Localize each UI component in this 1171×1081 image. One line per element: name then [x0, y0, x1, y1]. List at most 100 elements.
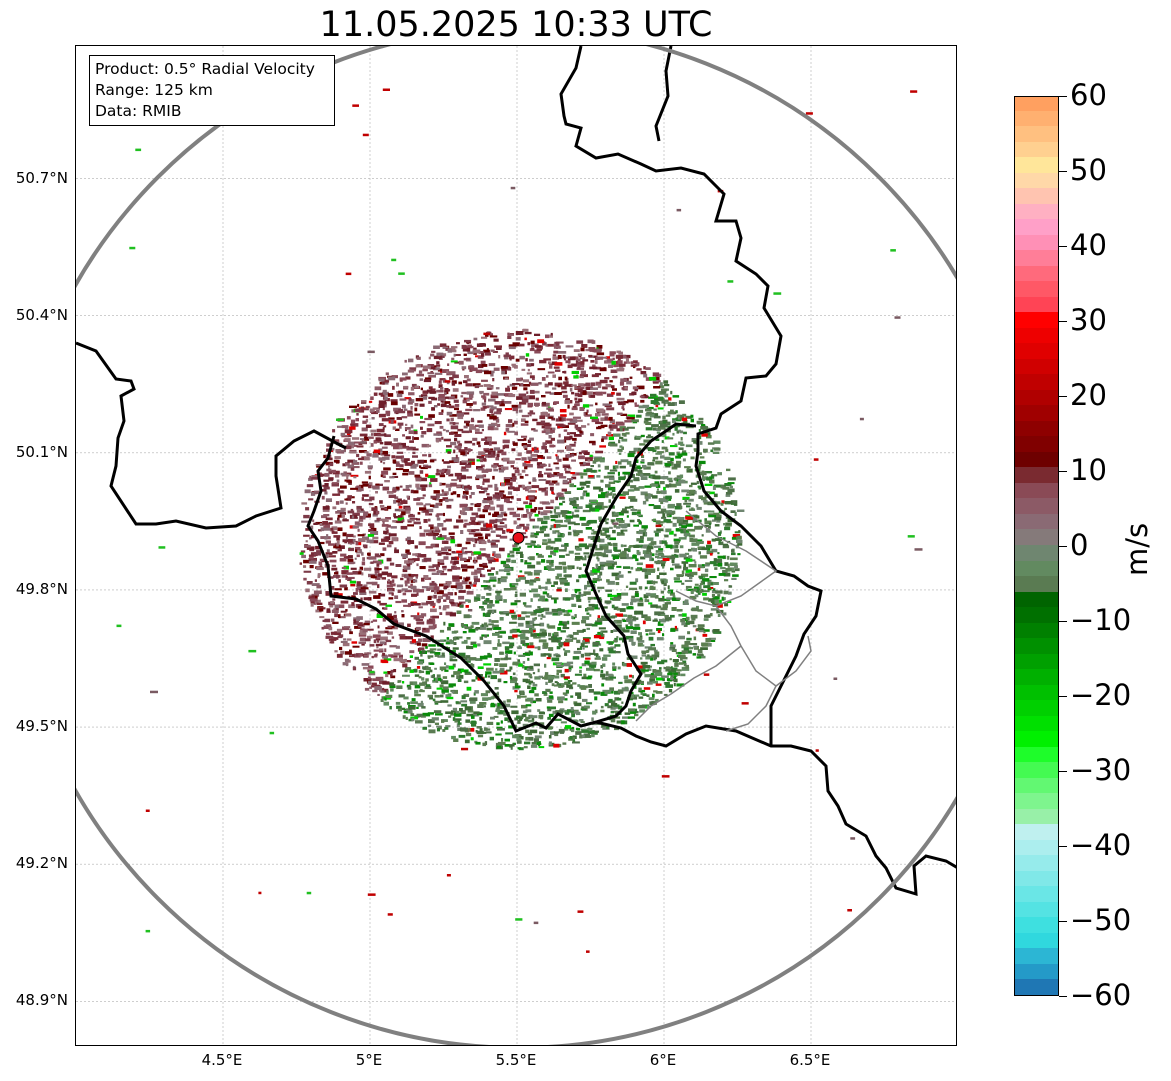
velocity-echo	[398, 694, 405, 698]
velocity-echo	[512, 544, 516, 548]
velocity-echo	[677, 453, 683, 458]
velocity-echo	[481, 336, 488, 339]
velocity-echo	[645, 367, 651, 370]
velocity-echo	[546, 456, 552, 459]
velocity-echo	[390, 674, 393, 677]
velocity-echo	[673, 675, 677, 680]
velocity-echo	[526, 485, 532, 490]
velocity-echo	[495, 733, 502, 736]
velocity-echo	[455, 585, 464, 590]
velocity-echo	[615, 651, 621, 654]
velocity-echo	[713, 447, 721, 451]
velocity-echo	[583, 733, 591, 738]
velocity-echo	[644, 616, 651, 621]
velocity-echo	[392, 472, 397, 475]
velocity-echo	[409, 577, 413, 581]
velocity-echo	[600, 630, 608, 633]
velocity-echo	[566, 432, 570, 435]
velocity-echo	[482, 742, 486, 747]
velocity-echo	[661, 446, 668, 450]
velocity-echo	[562, 742, 567, 745]
velocity-echo	[453, 449, 456, 454]
velocity-echo	[423, 627, 426, 630]
velocity-echo	[399, 707, 406, 710]
velocity-echo	[348, 538, 354, 543]
velocity-echo	[371, 417, 375, 420]
velocity-echo	[684, 498, 688, 503]
velocity-echo	[382, 461, 386, 465]
velocity-echo	[626, 606, 634, 610]
velocity-echo	[354, 521, 360, 525]
velocity-echo	[689, 643, 698, 646]
velocity-echo	[587, 730, 595, 734]
velocity-echo	[498, 492, 504, 496]
velocity-echo	[534, 349, 541, 354]
velocity-echo	[483, 498, 490, 502]
velocity-echo	[418, 638, 423, 642]
velocity-echo	[337, 548, 342, 552]
velocity-echo	[521, 418, 526, 422]
velocity-echo	[467, 344, 472, 348]
velocity-echo	[701, 534, 704, 537]
velocity-echo	[669, 644, 676, 648]
velocity-echo	[564, 384, 570, 387]
velocity-echo	[358, 569, 362, 573]
velocity-echo	[620, 529, 624, 534]
velocity-echo	[590, 387, 598, 390]
velocity-echo	[390, 401, 398, 406]
velocity-echo	[690, 414, 694, 418]
radar-map[interactable]	[76, 46, 957, 1046]
velocity-echo	[638, 704, 646, 709]
velocity-echo	[653, 649, 658, 652]
velocity-echo	[339, 616, 346, 619]
velocity-echo	[405, 485, 410, 489]
velocity-echo	[632, 386, 637, 390]
velocity-echo	[462, 495, 467, 499]
velocity-echo	[475, 658, 483, 661]
velocity-echo	[449, 460, 455, 464]
velocity-echo	[668, 397, 672, 401]
velocity-echo	[395, 410, 401, 413]
velocity-echo	[377, 693, 380, 696]
velocity-echo	[610, 597, 613, 600]
velocity-echo	[650, 656, 654, 661]
velocity-echo	[550, 429, 555, 433]
map-panel[interactable]	[75, 45, 957, 1046]
velocity-echo	[464, 522, 471, 526]
velocity-echo	[387, 376, 396, 381]
velocity-echo	[323, 514, 330, 517]
velocity-echo	[542, 525, 548, 529]
velocity-echo	[448, 548, 452, 552]
velocity-echo	[331, 637, 339, 640]
velocity-echo	[505, 482, 513, 486]
velocity-echo	[623, 566, 631, 569]
velocity-echo	[450, 349, 457, 353]
velocity-echo	[316, 550, 324, 553]
velocity-echo	[630, 630, 637, 634]
velocity-echo	[491, 413, 495, 416]
velocity-echo	[692, 520, 695, 523]
velocity-echo	[556, 669, 562, 673]
velocity-echo	[617, 448, 623, 452]
velocity-echo	[564, 598, 571, 601]
velocity-echo	[710, 479, 715, 484]
velocity-echo	[620, 524, 628, 528]
velocity-echo	[598, 425, 605, 429]
velocity-echo	[587, 339, 594, 344]
velocity-echo	[441, 692, 445, 695]
velocity-echo	[619, 553, 626, 558]
velocity-echo	[494, 663, 499, 666]
velocity-echo	[600, 507, 605, 510]
velocity-echo	[497, 678, 502, 683]
velocity-echo	[397, 422, 404, 426]
velocity-echo	[683, 566, 689, 571]
velocity-echo	[341, 570, 349, 574]
velocity-echo	[661, 516, 667, 519]
velocity-echo	[698, 463, 702, 467]
velocity-echo	[696, 480, 699, 485]
velocity-echo	[645, 421, 652, 425]
velocity-echo	[407, 623, 411, 627]
velocity-echo	[453, 525, 459, 529]
velocity-echo	[514, 683, 519, 686]
velocity-echo	[358, 653, 362, 657]
